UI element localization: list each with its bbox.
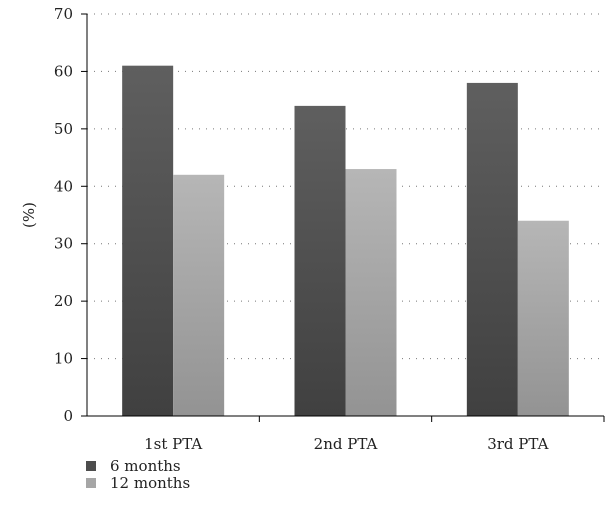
bar-12-months-2nd-pta <box>345 169 397 416</box>
x-tick-label: 3rd PTA <box>487 435 548 453</box>
bar-12-months-3rd-pta <box>517 220 569 416</box>
y-tick-label: 40 <box>54 177 73 195</box>
legend-swatch <box>86 461 96 471</box>
y-tick-label: 50 <box>54 120 73 138</box>
y-axis-label: (%) <box>20 202 38 228</box>
bars <box>122 65 569 417</box>
y-tick-label: 30 <box>54 235 73 253</box>
bar-12-months-1st-pta <box>173 174 225 416</box>
y-axis-ticks: 0 10 20 30 40 50 60 70 <box>54 5 87 425</box>
y-tick-label: 0 <box>63 407 73 425</box>
axes <box>86 14 604 417</box>
y-tick-label: 60 <box>54 62 73 80</box>
legend-swatch <box>86 478 96 488</box>
bar-6-months-2nd-pta <box>294 105 346 416</box>
x-tick-label: 2nd PTA <box>314 435 378 453</box>
bar-6-months-1st-pta <box>122 65 174 416</box>
legend-label: 6 months <box>110 457 181 475</box>
y-tick-label: 70 <box>54 5 73 23</box>
bar-6-months-3rd-pta <box>466 82 518 417</box>
legend-label: 12 months <box>110 474 190 492</box>
x-tick-label: 1st PTA <box>144 435 202 453</box>
x-axis-ticks: 1st PTA 2nd PTA 3rd PTA <box>144 416 605 453</box>
y-tick-label: 10 <box>54 350 73 368</box>
y-tick-label: 20 <box>54 292 73 310</box>
